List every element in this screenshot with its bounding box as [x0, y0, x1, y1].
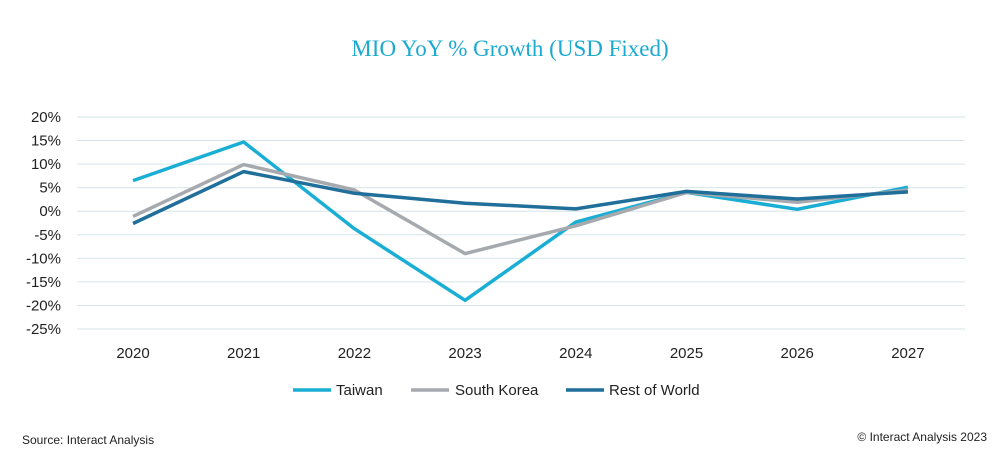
series-line-taiwan: [132, 140, 909, 303]
grid-lines: [77, 116, 965, 330]
legend-label: Rest of World: [609, 382, 700, 399]
x-tick-label: 2022: [338, 345, 371, 362]
chart-title: MIO YoY % Growth (USD Fixed): [351, 36, 668, 61]
y-tick-label: 10%: [31, 156, 61, 173]
series-line-rest-of-world: [132, 169, 909, 226]
legend-label: Taiwan: [336, 382, 383, 399]
y-tick-label: 0%: [39, 203, 61, 220]
x-tick-label: 2020: [116, 345, 149, 362]
y-tick-label: -25%: [26, 321, 61, 338]
y-tick-label: -20%: [26, 297, 61, 314]
source-note: Source: Interact Analysis: [22, 433, 154, 447]
x-axis-ticks: 2020 2021 2022 2023 2024 2025 2026 2027: [116, 345, 924, 362]
y-tick-label: -10%: [26, 250, 61, 267]
y-tick-label: 15%: [31, 133, 61, 150]
y-tick-label: 5%: [39, 180, 61, 197]
y-axis-ticks: 20% 15% 10% 5% 0% -5% -10% -15% -20% -25%: [26, 109, 61, 338]
y-tick-label: -5%: [34, 227, 61, 244]
y-tick-label: 20%: [31, 109, 61, 126]
y-tick-label: -15%: [26, 274, 61, 291]
x-tick-label: 2026: [781, 345, 814, 362]
x-tick-label: 2027: [891, 345, 924, 362]
legend-label: South Korea: [455, 382, 539, 399]
legend: Taiwan South Korea Rest of World: [293, 382, 700, 399]
copyright-note: © Interact Analysis 2023: [857, 430, 987, 444]
series-lines: [132, 140, 909, 303]
series-line-south-korea: [132, 162, 909, 256]
x-tick-label: 2021: [227, 345, 260, 362]
x-tick-label: 2025: [670, 345, 703, 362]
x-tick-label: 2023: [448, 345, 481, 362]
x-tick-label: 2024: [559, 345, 592, 362]
